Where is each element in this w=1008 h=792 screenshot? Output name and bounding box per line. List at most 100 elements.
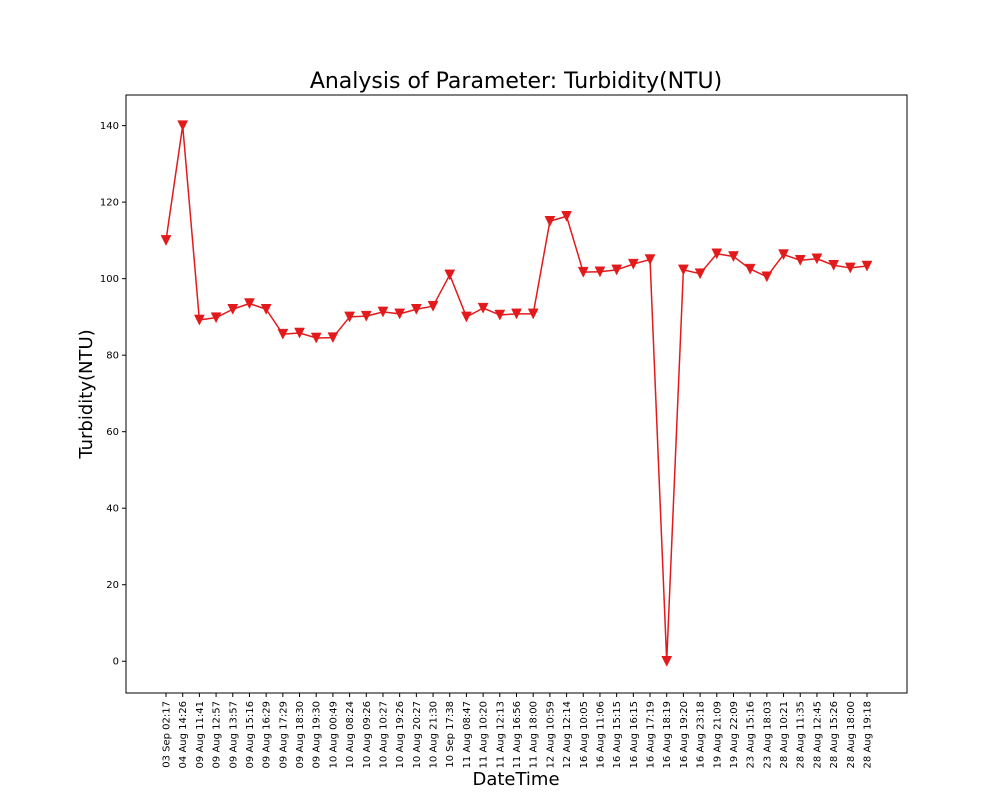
x-tick-label: 10 Aug 21:30 (429, 701, 440, 768)
x-axis-label: DateTime (472, 769, 559, 790)
data-point-marker (794, 255, 806, 266)
x-tick-label: 09 Aug 13:57 (228, 701, 239, 768)
y-tick-label: 100 (100, 274, 119, 285)
data-point-marker (594, 266, 606, 278)
x-tick-label: 10 Aug 00:49 (328, 701, 339, 768)
x-tick-label: 23 Aug 18:03 (762, 701, 773, 768)
y-tick-label: 20 (106, 580, 119, 591)
data-point-marker (861, 260, 873, 272)
plot-frame (125, 94, 908, 694)
x-tick-label: 10 Aug 20:27 (412, 701, 423, 768)
x-tick-label: 09 Aug 17:29 (278, 701, 289, 768)
data-point-marker (577, 266, 589, 278)
data-point-marker (477, 302, 489, 314)
x-tick-label: 16 Aug 11:06 (595, 701, 606, 768)
x-tick-label: 09 Aug 18:30 (295, 701, 306, 768)
x-tick-label: 16 Aug 18:19 (662, 701, 673, 768)
x-tick-label: 11 Aug 08:47 (462, 701, 473, 768)
series-line (165, 124, 868, 662)
data-point-marker (694, 268, 706, 280)
x-tick-label: 16 Aug 10:05 (579, 701, 590, 768)
chart-title: Analysis of Parameter: Turbidity(NTU) (310, 69, 722, 94)
data-point-marker (461, 311, 472, 323)
data-point-marker (561, 211, 572, 222)
x-tick-label: 28 Aug 12:45 (812, 701, 823, 768)
x-tick-label: 12 Aug 12:14 (562, 701, 573, 768)
y-tick-label: 140 (100, 121, 119, 132)
data-point-marker (644, 254, 656, 266)
x-tick-label: 10 Aug 08:24 (345, 701, 356, 768)
x-tick-label: 09 Aug 15:16 (245, 701, 256, 768)
y-tick-label: 120 (100, 198, 119, 209)
x-tick-label: 10 Sep 17:38 (445, 701, 456, 768)
x-tick-label: 28 Aug 11:35 (796, 701, 807, 768)
y-axis-label: Turbidity(NTU) (76, 329, 97, 459)
x-tick-label: 16 Aug 17:19 (646, 701, 657, 768)
data-point-marker (260, 304, 272, 315)
plot-area: 0 20 40 60 80 100 120 140 03 Sep 02:17 04 Aug 14:… (100, 94, 908, 768)
y-tick-label: 60 (106, 427, 119, 438)
data-point-marker (728, 251, 739, 263)
data-point-marker (294, 327, 305, 339)
data-point-marker (844, 262, 856, 274)
data-point-marker (394, 308, 406, 320)
data-point-marker (811, 253, 823, 265)
x-tick-label: 16 Aug 23:18 (696, 701, 707, 768)
data-point-marker (711, 248, 723, 260)
data-point-marker (227, 304, 239, 315)
x-tick-label: 04 Aug 14:26 (178, 701, 189, 768)
data-point-marker (210, 312, 222, 324)
x-tick-label: 09 Aug 16:29 (262, 701, 273, 768)
x-tick-label: 11 Aug 16:56 (512, 701, 523, 768)
data-point-marker (744, 263, 756, 275)
x-tick-label: 19 Aug 21:09 (712, 701, 723, 768)
data-point-marker (427, 300, 439, 312)
x-tick-label: 16 Aug 15:15 (612, 701, 623, 768)
x-tick-label: 09 Aug 11:41 (195, 701, 206, 768)
x-tick-label: 09 Aug 19:30 (312, 701, 323, 768)
data-point-marker (527, 308, 539, 320)
data-point-marker (360, 310, 372, 322)
data-point-marker (160, 235, 172, 246)
x-tick-label: 10 Aug 19:26 (395, 701, 406, 768)
y-tick-label: 80 (106, 351, 119, 362)
data-point-marker (177, 120, 189, 132)
x-tick-label: 11 Aug 12:13 (495, 701, 506, 768)
y-tick-label: 40 (106, 504, 119, 515)
data-point-marker (327, 332, 339, 344)
x-tick-label: 23 Aug 15:16 (746, 701, 757, 768)
data-point-marker (511, 308, 522, 320)
x-tick-label: 28 Aug 15:26 (829, 701, 840, 768)
x-tick-label: 12 Aug 10:59 (545, 701, 556, 768)
data-point-marker (611, 264, 623, 276)
data-point-marker (778, 249, 789, 261)
x-tick-label: 19 Aug 22:09 (729, 701, 740, 768)
data-point-marker (627, 258, 639, 270)
data-point-marker (544, 216, 556, 227)
data-point-marker (344, 311, 355, 323)
x-tick-label: 10 Aug 10:27 (378, 701, 389, 768)
x-tick-label: 28 Aug 10:21 (779, 701, 790, 768)
data-point-marker (277, 328, 289, 340)
data-point-marker (310, 332, 322, 344)
data-point-marker (828, 260, 840, 271)
data-point-marker (761, 271, 773, 283)
data-point-marker (661, 655, 673, 667)
x-tick-label: 16 Aug 19:20 (679, 701, 690, 768)
data-point-marker (244, 298, 255, 310)
data-point-marker (678, 264, 689, 276)
x-tick-label: 28 Aug 18:00 (846, 701, 857, 768)
x-tick-label: 11 Aug 18:00 (529, 701, 540, 768)
data-point-marker (193, 314, 205, 326)
data-point-marker (494, 309, 506, 321)
x-tick-label: 03 Sep 02:17 (162, 701, 173, 768)
data-point-marker (444, 269, 456, 281)
x-tick-label: 16 Aug 16:15 (629, 701, 640, 768)
x-tick-label: 09 Aug 12:57 (212, 701, 223, 768)
data-point-marker (377, 306, 389, 318)
x-tick-label: 28 Aug 19:18 (863, 701, 874, 768)
x-tick-label: 10 Aug 09:26 (362, 701, 373, 768)
y-tick-label: 0 (113, 657, 119, 668)
data-point-marker (410, 304, 422, 315)
